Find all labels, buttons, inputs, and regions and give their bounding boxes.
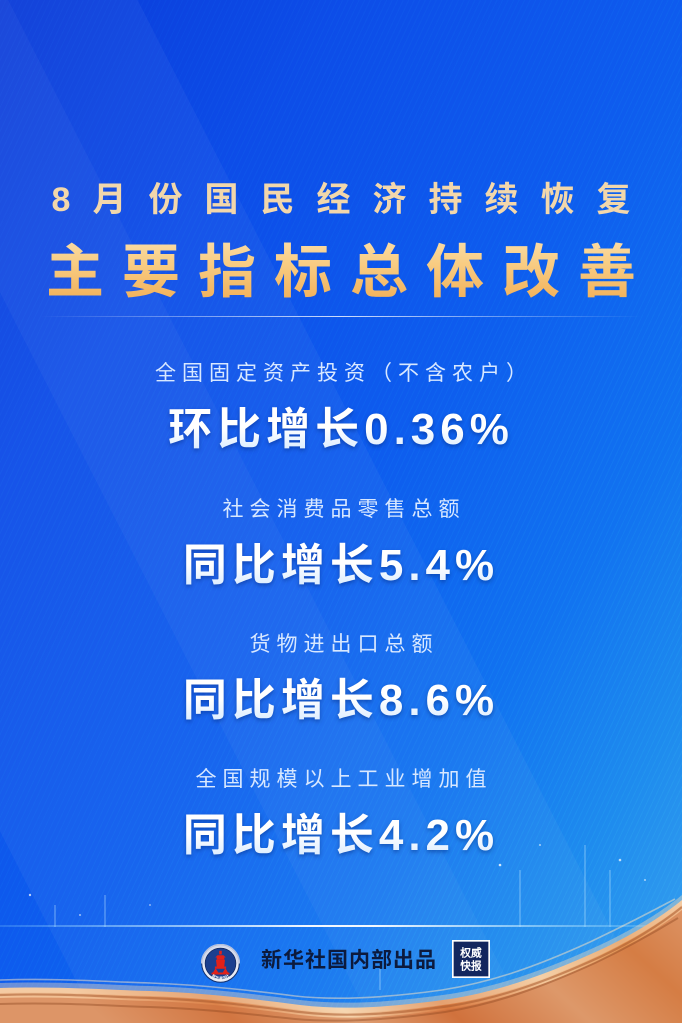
svg-text:权威: 权威 (459, 947, 482, 960)
svg-text:快报: 快报 (459, 960, 482, 973)
